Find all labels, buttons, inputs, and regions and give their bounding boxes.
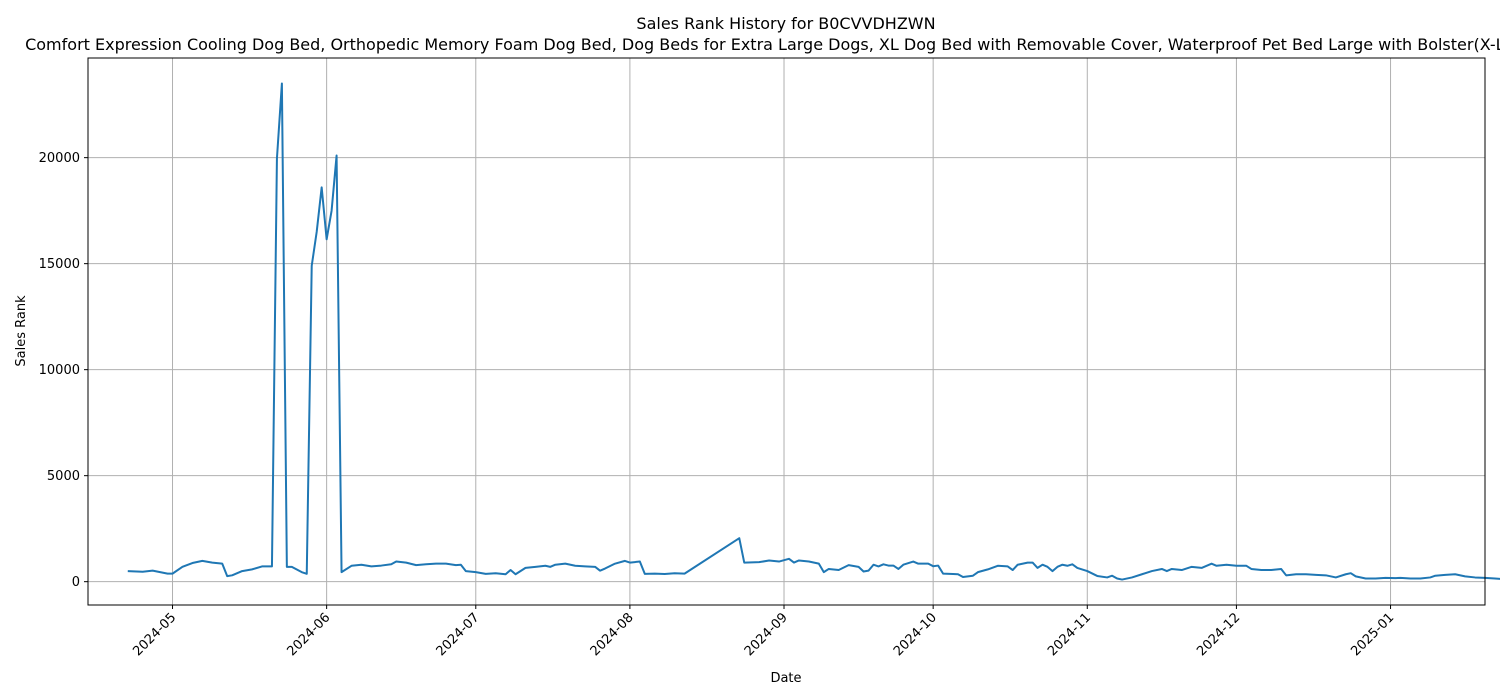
x-tick-label: 2024-12	[1194, 610, 1243, 659]
x-tick-label: 2024-06	[284, 610, 333, 659]
y-axis-label: Sales Rank	[14, 295, 29, 367]
x-tick-label: 2024-09	[742, 610, 791, 659]
chart-subtitle: Comfort Expression Cooling Dog Bed, Orth…	[25, 35, 1500, 54]
x-tick-label: 2024-08	[588, 610, 637, 659]
y-tick-label: 0	[72, 575, 80, 590]
y-tick-label: 10000	[39, 363, 80, 378]
ticks-layer: 2024-05 2024-06 2024-07 2024-08 2024-09 2024-…	[39, 151, 1398, 659]
line-layer	[127, 82, 1500, 581]
x-tick-label: 2024-05	[130, 610, 179, 659]
x-axis-label: Date	[770, 671, 801, 686]
x-tick-label: 2024-11	[1045, 610, 1094, 659]
plot-frame	[87, 57, 1486, 606]
grid-layer	[88, 58, 1485, 605]
x-tick-label: 2025-01	[1348, 610, 1397, 659]
chart-title: Sales Rank History for B0CVVDHZWN	[636, 14, 935, 33]
y-tick-label: 15000	[39, 257, 80, 272]
x-tick-label: 2024-10	[891, 610, 940, 659]
y-tick-label: 5000	[47, 469, 80, 484]
y-tick-label: 20000	[39, 151, 80, 166]
x-tick-label: 2024-07	[434, 610, 483, 659]
sales-rank-line	[127, 82, 1500, 581]
